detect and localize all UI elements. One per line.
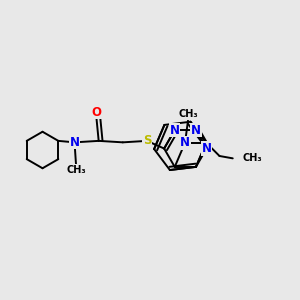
Text: CH₃: CH₃ — [242, 153, 262, 163]
Text: N: N — [170, 124, 180, 137]
Text: N: N — [70, 136, 80, 149]
Text: CH₃: CH₃ — [66, 165, 86, 175]
Text: N: N — [180, 136, 190, 149]
Text: CH₃: CH₃ — [178, 109, 198, 119]
Text: N: N — [191, 124, 201, 137]
Text: O: O — [91, 106, 101, 119]
Text: S: S — [143, 134, 151, 147]
Text: N: N — [202, 142, 212, 155]
